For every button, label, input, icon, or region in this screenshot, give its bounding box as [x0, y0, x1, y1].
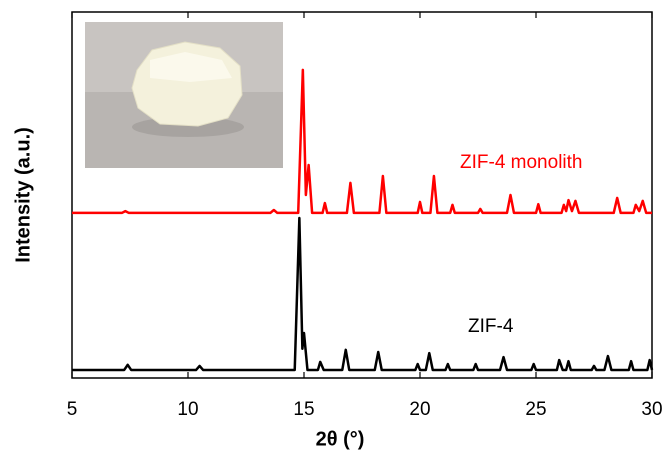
plot-frame [71, 11, 653, 379]
y-axis-label: Intensity (a.u.) [12, 127, 34, 263]
x-tick-label: 30 [641, 399, 662, 420]
series-line [72, 68, 652, 215]
x-tick-label: 5 [67, 399, 78, 420]
x-axis-label: 2θ (°) [316, 428, 365, 450]
series-line [72, 216, 654, 372]
x-tick-label: 20 [409, 399, 430, 420]
inset-photo [85, 22, 283, 168]
series-label: ZIF-4 [468, 316, 514, 337]
series-label: ZIF-4 monolith [460, 152, 582, 173]
x-tick-label: 15 [293, 399, 314, 420]
x-tick-label: 10 [177, 399, 198, 420]
x-tick-label: 25 [525, 399, 546, 420]
